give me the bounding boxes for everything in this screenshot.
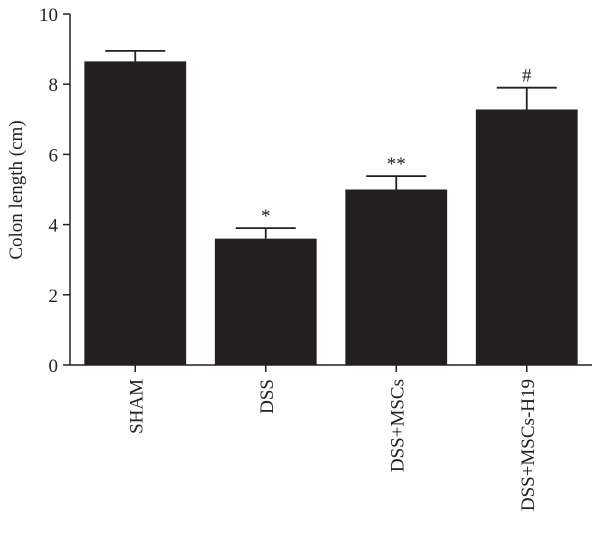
y-tick-label: 0 [49, 356, 59, 377]
y-tick-label: 8 [49, 75, 59, 96]
y-tick-label: 10 [39, 5, 58, 26]
error-bar [366, 175, 427, 190]
y-tick-label: 6 [49, 145, 59, 166]
y-axis-label: Colon length (cm) [6, 120, 27, 259]
x-tick-label: DSS [257, 379, 278, 414]
bar [475, 109, 578, 365]
significance-mark: # [522, 66, 532, 87]
bar [214, 238, 317, 365]
x-tick-label: DSS+MSCs [387, 379, 408, 472]
error-bar [496, 86, 557, 110]
bar [84, 61, 187, 365]
error-bar [105, 49, 166, 62]
significance-mark: * [261, 206, 271, 227]
significance-mark: ** [387, 154, 406, 175]
bar [345, 189, 448, 365]
y-tick-label: 2 [49, 286, 59, 307]
error-bar [235, 227, 296, 239]
y-tick-label: 4 [49, 216, 59, 237]
x-tick-label: SHAM [126, 379, 147, 434]
x-tick-label: DSS+MSCs-H19 [518, 379, 539, 511]
